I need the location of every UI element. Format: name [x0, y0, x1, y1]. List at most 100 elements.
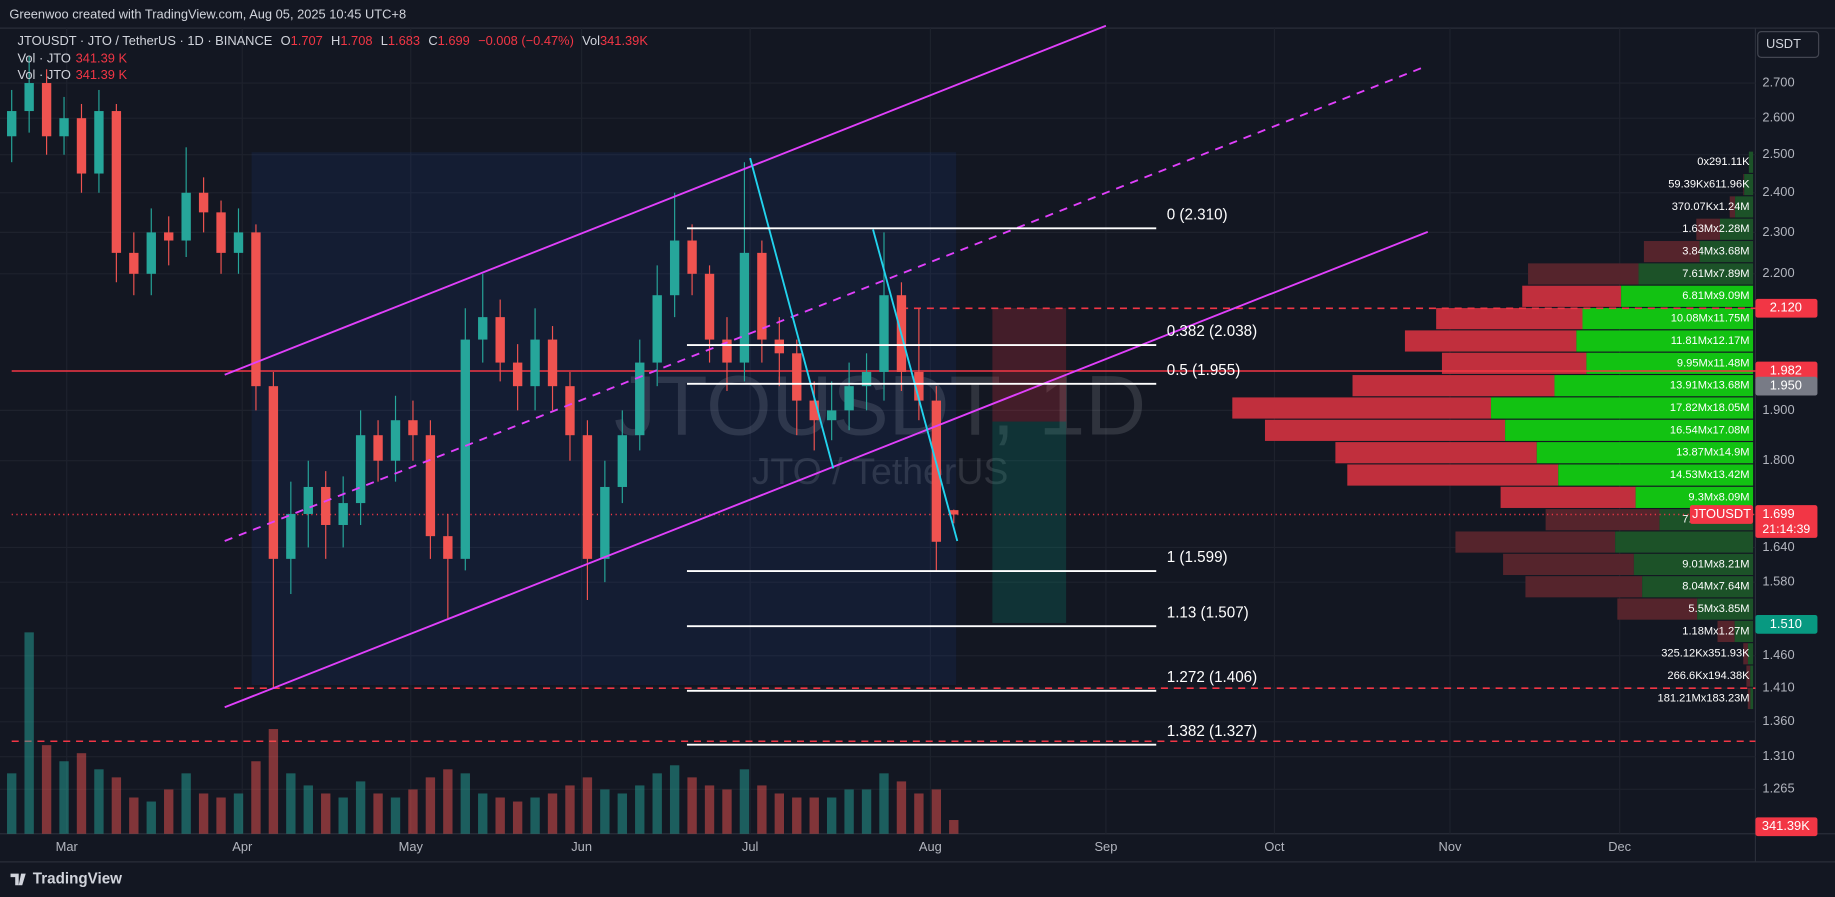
legend-low: 1.683 [388, 34, 420, 49]
attribution: Greenwoo created with TradingView.com, A… [9, 7, 406, 22]
volume-bar [600, 789, 610, 834]
legend-volume: 341.39K [600, 34, 648, 49]
profile-label: 6.81Mx9.09M [1682, 290, 1749, 302]
volume-bar [478, 793, 488, 834]
candle-body [24, 83, 34, 112]
profile-label: 13.91Mx13.68M [1670, 380, 1750, 392]
x-tick-label: Sep [1094, 839, 1117, 854]
volume-bar [129, 797, 139, 834]
position-target-zone [992, 421, 1067, 623]
y-tick-label: 1.310 [1762, 748, 1794, 763]
volume-bar [268, 729, 279, 834]
volume-bar [565, 785, 575, 834]
volume-bar [512, 801, 523, 834]
position-stop-zone [992, 307, 1067, 422]
candle-body [949, 510, 959, 515]
volume-bar [547, 793, 558, 834]
legend-open: 1.707 [291, 34, 323, 49]
candle-body [198, 192, 209, 213]
legend-change: −0.008 (−0.47%) [478, 34, 574, 49]
volume-bar [617, 793, 627, 834]
volume-bar [146, 801, 156, 834]
volume-bar [425, 777, 436, 834]
price-tag-bg [1755, 298, 1818, 318]
currency-button-label[interactable]: USDT [1766, 36, 1801, 51]
legend-volume-label: Vol [582, 34, 600, 49]
volume-bar [303, 785, 313, 834]
profile-label: 17.82Mx18.05M [1670, 402, 1750, 414]
candle-body [582, 435, 593, 559]
profile-label: 14.53Mx13.42M [1670, 469, 1750, 481]
candle-body [355, 435, 366, 504]
symbol-tag: JTOUSDT [1692, 506, 1751, 521]
volume-bar [181, 773, 191, 834]
volume-bar [408, 789, 418, 834]
candle-body [826, 410, 837, 421]
profile-sell-bar [1455, 531, 1616, 553]
x-tick-label: Apr [232, 839, 253, 854]
fib-label: 1.382 (1.327) [1167, 723, 1257, 740]
volume-tag: 341.39K [1762, 818, 1810, 833]
candle-body [268, 386, 279, 559]
candle-body [617, 435, 627, 487]
volume-bar [7, 773, 17, 834]
volume-bar [792, 797, 802, 834]
volume-bar [41, 745, 52, 834]
profile-sell-bar [1743, 643, 1748, 665]
x-tick-label: Jul [742, 839, 758, 854]
candle-body [303, 486, 313, 514]
currency-button[interactable]: USDT [1757, 31, 1820, 58]
profile-label: 9.3Mx8.09M [1688, 491, 1749, 503]
profile-label: 3.84Mx3.68M [1682, 246, 1749, 258]
candle-body [687, 240, 697, 274]
candle-body [635, 362, 645, 436]
profile-sell-bar [1441, 352, 1587, 374]
y-tick-label: 1.460 [1762, 647, 1794, 662]
currency-button-frame[interactable] [1757, 31, 1820, 58]
profile-label: 13.87Mx14.9M [1676, 447, 1749, 459]
candle-body [251, 232, 261, 387]
candle-body [94, 111, 104, 174]
volume-bar [704, 785, 715, 834]
y-tick-label: 2.300 [1762, 224, 1794, 239]
fib-label: 0.5 (1.955) [1167, 362, 1241, 379]
volume-tag-bg [1755, 817, 1818, 837]
fib-label: 1.272 (1.406) [1167, 669, 1257, 686]
fib-label: 1.13 (1.507) [1167, 604, 1249, 621]
volume-bar [251, 761, 261, 834]
last-price: 1.699 [1762, 506, 1794, 521]
volume-bar [111, 777, 122, 834]
profile-label: 181.21Mx183.23M [1658, 692, 1750, 704]
y-tick-label: 2.700 [1762, 74, 1794, 89]
y-tick-label: 1.265 [1762, 781, 1794, 796]
legend-open-label: O [281, 34, 291, 49]
y-tick-label: 1.360 [1762, 713, 1794, 728]
candle-body [547, 339, 558, 387]
volume-bar [495, 797, 505, 834]
last-price-bg [1755, 505, 1818, 538]
volume-bar [669, 765, 680, 834]
price-axis: Mar Apr May Jun Jul Aug Sep Oct Nov Dec 2.700 2.600… [56, 74, 1818, 854]
footer-logo [10, 873, 26, 886]
y-tick-label: 1.900 [1762, 402, 1794, 417]
candle-body [495, 317, 505, 363]
volume-bar [321, 793, 331, 834]
profile-buy-bar [1699, 241, 1754, 263]
indicator-value: 341.39 K [76, 68, 128, 83]
candle-body [669, 240, 680, 296]
volume-bar [233, 793, 244, 834]
profile-buy-bar [1633, 553, 1754, 575]
channel-lower [224, 230, 1429, 709]
candle-body [722, 339, 732, 363]
volume-bar [861, 789, 872, 834]
y-tick-label: 2.500 [1762, 146, 1794, 161]
price-tag: 2.120 [1770, 300, 1802, 315]
candle-body [338, 503, 348, 525]
legend-close: 1.699 [438, 34, 470, 49]
y-tick-label: 1.640 [1762, 539, 1794, 554]
volume-bar [59, 761, 69, 834]
profile-sell-bar [1500, 486, 1636, 508]
y-tick-label: 2.600 [1762, 110, 1794, 125]
price-tag-bg [1755, 614, 1818, 634]
